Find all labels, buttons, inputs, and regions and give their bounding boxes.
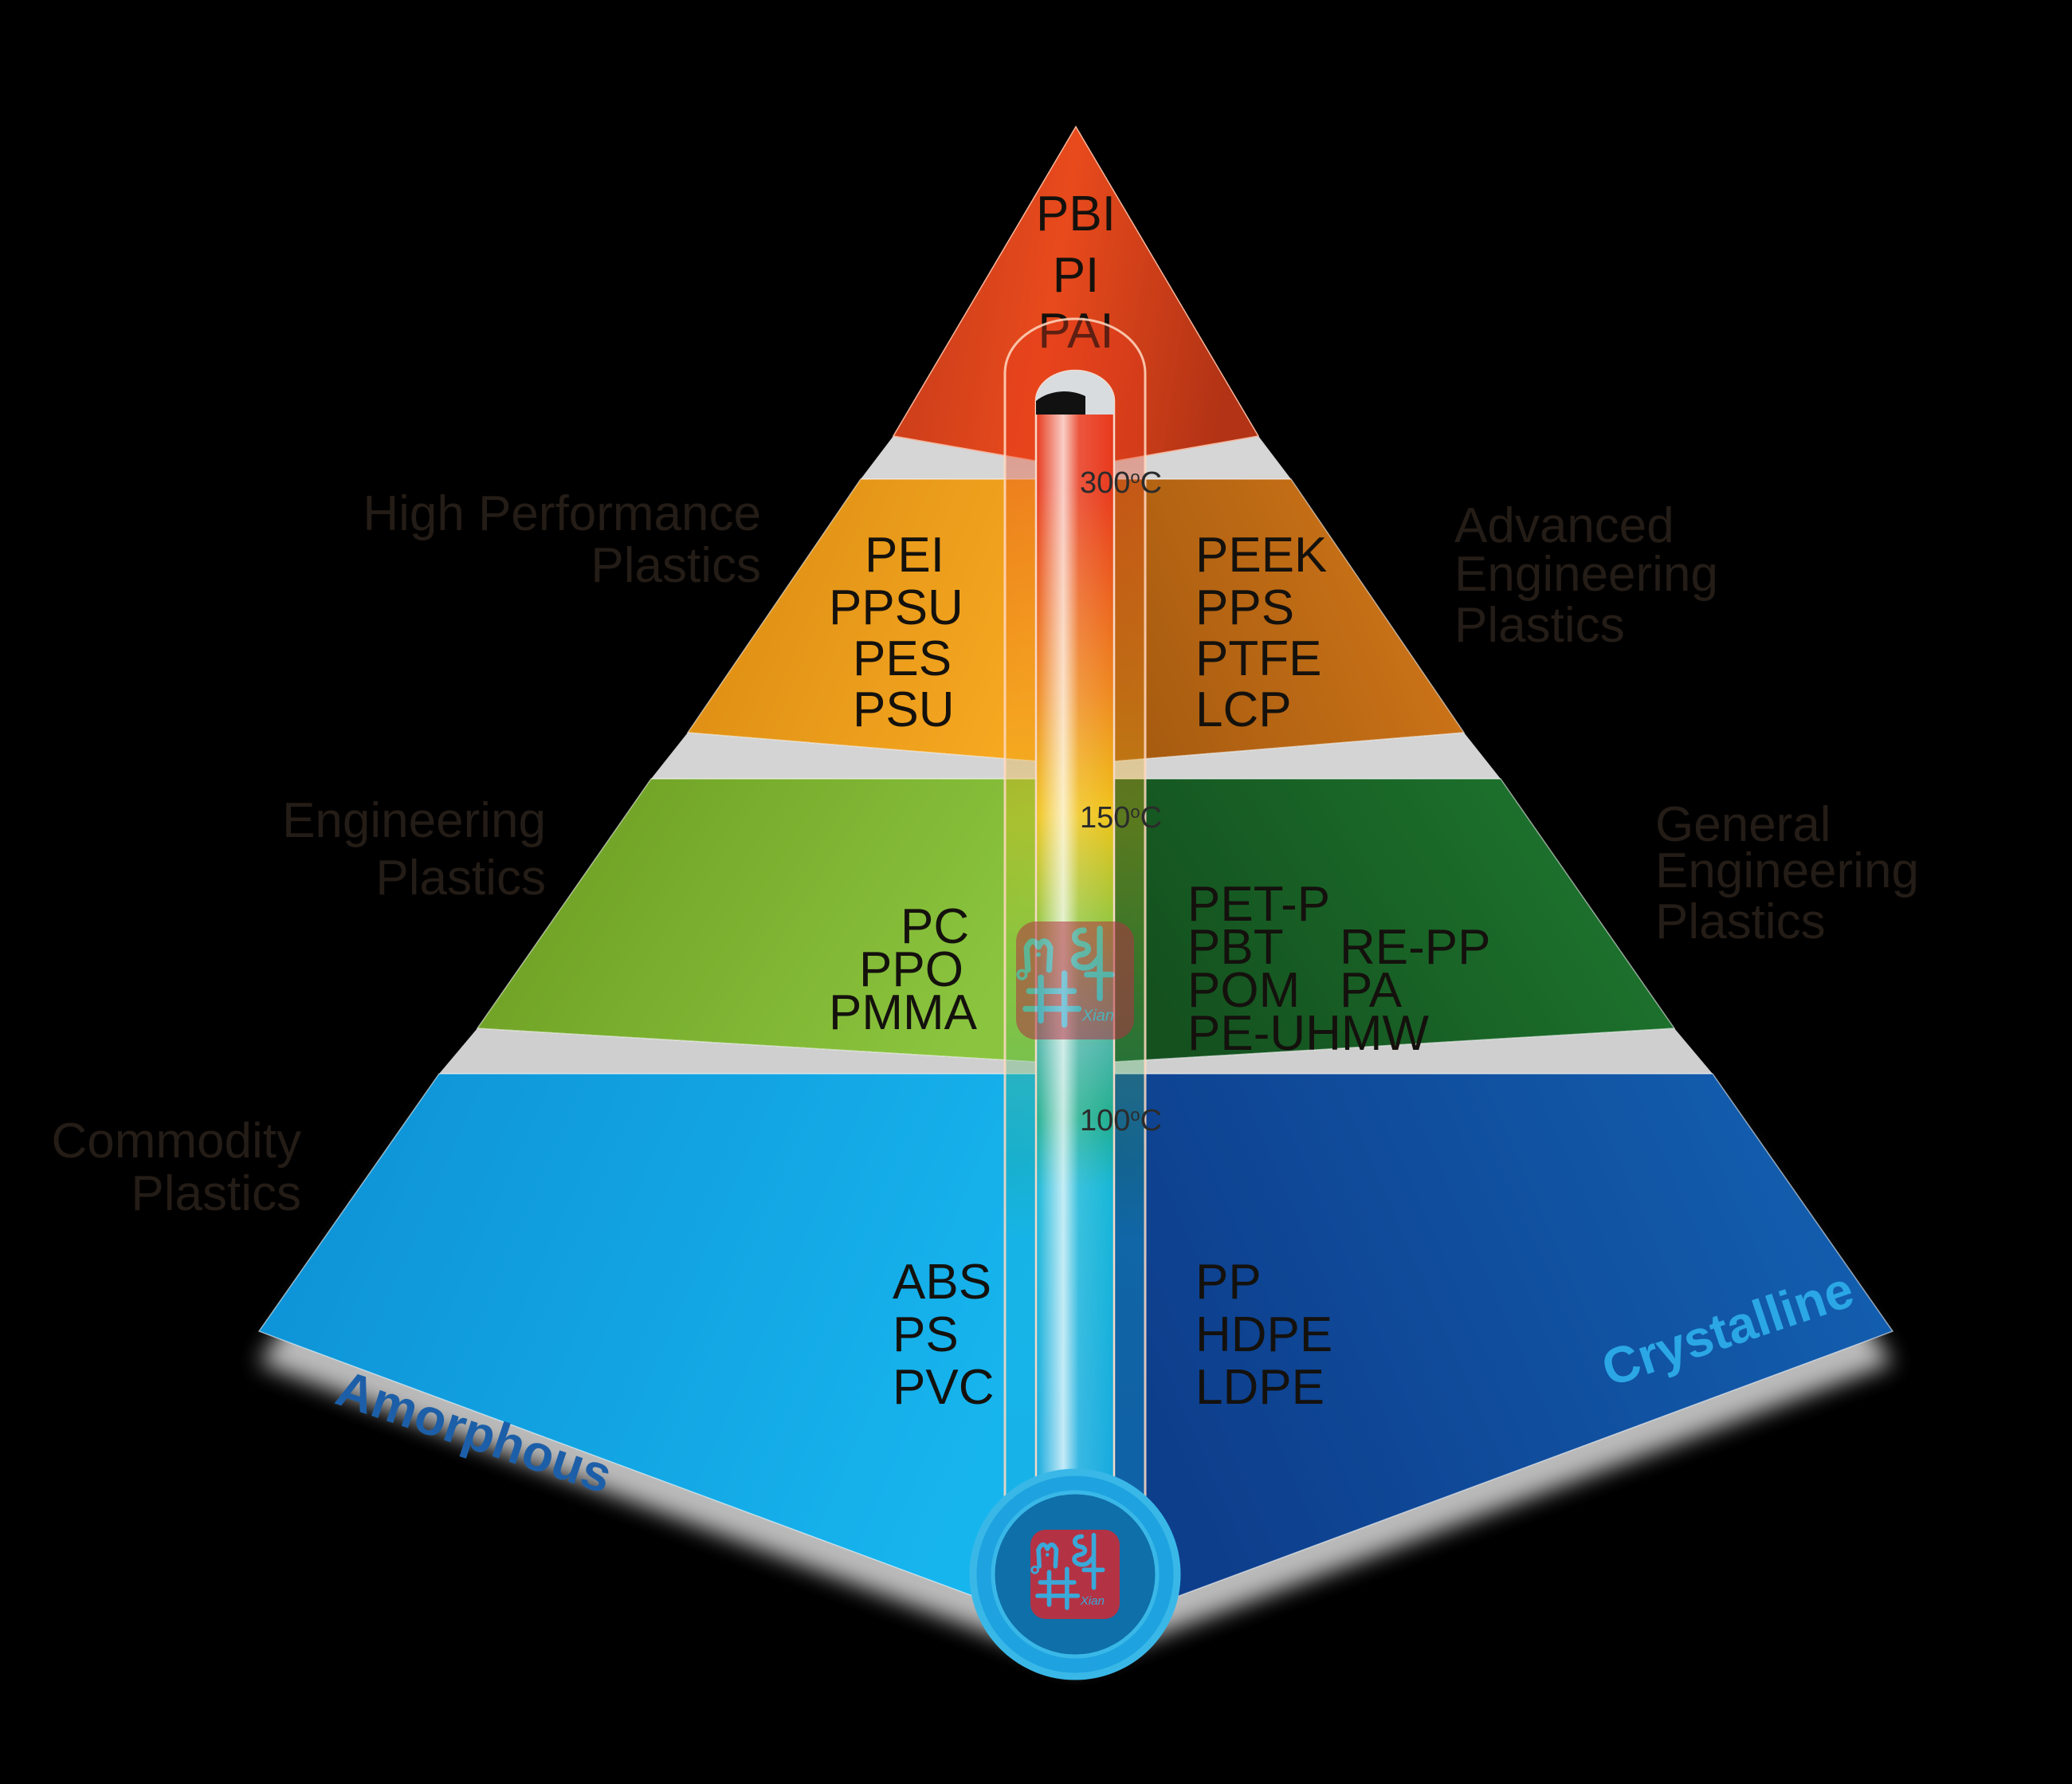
svg-text:Engineering: Engineering	[282, 793, 546, 848]
svg-text:LDPE: LDPE	[1195, 1360, 1324, 1415]
svg-text:PES: PES	[853, 631, 952, 686]
svg-text:LCP: LCP	[1195, 682, 1292, 737]
svg-text:PSU: PSU	[853, 682, 954, 737]
svg-text:Plastics: Plastics	[1454, 598, 1625, 653]
svg-text:Plastics: Plastics	[131, 1166, 301, 1221]
svg-text:High Performance: High Performance	[363, 486, 761, 541]
svg-text:PI: PI	[1053, 248, 1100, 303]
svg-text:Plastics: Plastics	[1655, 894, 1826, 949]
svg-text:ABS: ABS	[893, 1255, 991, 1310]
svg-text:300oC: 300oC	[1080, 466, 1162, 500]
svg-text:PPS: PPS	[1195, 580, 1294, 635]
svg-text:PMMA: PMMA	[829, 985, 978, 1040]
svg-text:Commodity: Commodity	[51, 1114, 301, 1169]
svg-text:Engineering: Engineering	[1454, 547, 1718, 602]
svg-text:PPSU: PPSU	[829, 580, 963, 635]
svg-text:PE-UHMW: PE-UHMW	[1187, 1006, 1430, 1061]
svg-text:Plastics: Plastics	[375, 851, 546, 906]
svg-text:PEEK: PEEK	[1195, 528, 1327, 583]
svg-text:Plastics: Plastics	[591, 538, 761, 593]
svg-text:PP: PP	[1195, 1255, 1262, 1310]
svg-text:PBI: PBI	[1036, 187, 1116, 242]
svg-text:100oC: 100oC	[1080, 1104, 1162, 1138]
svg-text:HDPE: HDPE	[1195, 1307, 1332, 1362]
svg-text:150oC: 150oC	[1080, 801, 1162, 835]
svg-text:Engineering: Engineering	[1655, 843, 1919, 898]
svg-text:Advanced: Advanced	[1454, 498, 1674, 553]
svg-text:PTFE: PTFE	[1195, 631, 1321, 686]
svg-text:PEI: PEI	[865, 528, 944, 583]
svg-text:PVC: PVC	[893, 1360, 994, 1415]
svg-text:PS: PS	[893, 1307, 959, 1362]
